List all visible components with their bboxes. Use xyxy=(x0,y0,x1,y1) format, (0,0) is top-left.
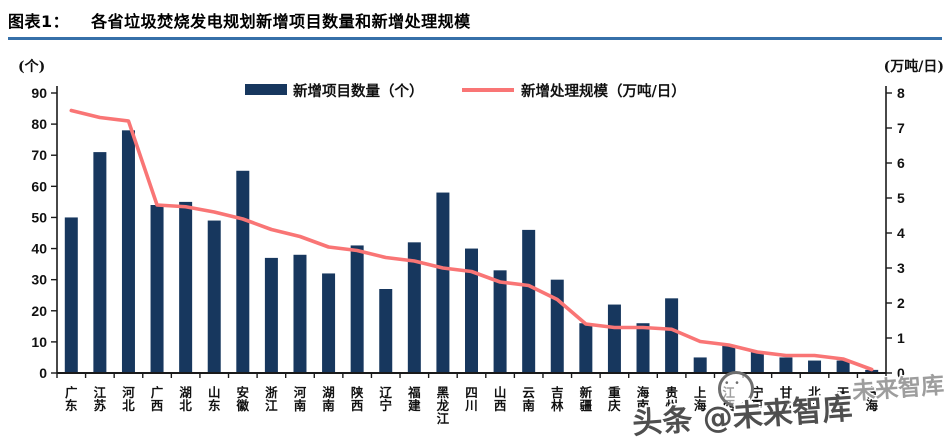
x-category-label: 浙江 xyxy=(265,385,278,413)
bar xyxy=(407,242,421,373)
x-category-label: 山西 xyxy=(494,385,507,413)
bar xyxy=(808,360,822,373)
left-tick-label: 80 xyxy=(31,116,47,132)
x-category-label: 天津 xyxy=(837,385,850,413)
x-category-label: 四川 xyxy=(464,385,478,413)
left-tick-label: 90 xyxy=(31,85,47,101)
x-category-label: 贵州 xyxy=(664,385,678,413)
x-category-label: 云南 xyxy=(522,385,535,413)
left-tick-label: 0 xyxy=(39,365,47,381)
bar xyxy=(522,229,536,373)
bar xyxy=(607,304,621,373)
chart-legend: 新增项目数量（个） 新增处理规模（万吨/日） xyxy=(245,82,686,100)
legend-bar-swatch xyxy=(245,84,287,95)
figure-header: 图表1： 各省垃圾焚烧发电规划新增项目数量和新增处理规模 xyxy=(8,8,942,40)
bar xyxy=(750,351,764,373)
legend-bar-label: 新增项目数量（个） xyxy=(293,82,424,100)
right-tick-label: 0 xyxy=(897,365,905,381)
bar xyxy=(550,279,564,373)
line-path xyxy=(69,108,874,372)
title-underline xyxy=(8,37,942,40)
left-tick-label: 50 xyxy=(31,209,47,225)
left-axis-ticks: 0 10 20 30 40 50 60 70 80 90 xyxy=(31,85,57,381)
bar-series xyxy=(64,130,879,373)
line-series xyxy=(69,108,874,372)
left-tick-label: 10 xyxy=(31,334,47,350)
x-category-label: 江西 xyxy=(723,385,736,413)
bar xyxy=(779,357,793,373)
bar xyxy=(322,273,336,373)
x-category-label: 湖北 xyxy=(179,385,192,413)
bar xyxy=(379,289,393,373)
figure-title-line: 图表1： 各省垃圾焚烧发电规划新增项目数量和新增处理规模 xyxy=(8,8,942,32)
x-category-label: 黑龙江 xyxy=(436,385,450,426)
bar xyxy=(293,254,307,373)
x-category-label: 广东 xyxy=(65,385,78,413)
x-category-label: 吉林 xyxy=(551,385,564,413)
x-category-label: 山东 xyxy=(208,385,221,413)
legend-line-label: 新增处理规模（万吨/日） xyxy=(521,82,686,100)
bar xyxy=(236,170,250,373)
right-tick-label: 1 xyxy=(897,330,905,346)
bar xyxy=(64,217,78,373)
x-category-label: 安徽 xyxy=(236,385,250,413)
left-tick-label: 70 xyxy=(31,147,47,163)
bar xyxy=(836,360,850,373)
bar xyxy=(264,257,278,373)
x-category-label: 海南 xyxy=(637,385,650,413)
bar xyxy=(693,357,707,373)
x-category-label: 上海 xyxy=(694,385,707,413)
right-axis-ticks: 0 1 2 3 4 5 6 7 8 xyxy=(886,85,905,381)
bar xyxy=(207,220,221,373)
bar xyxy=(465,248,478,373)
x-category-label: 宁夏 xyxy=(750,385,764,413)
x-category-label: 北京 xyxy=(808,385,821,413)
bar xyxy=(350,245,364,373)
x-category-label: 江苏 xyxy=(94,385,107,413)
bar xyxy=(493,270,507,373)
bar xyxy=(179,201,193,373)
right-tick-label: 4 xyxy=(897,225,905,241)
bar xyxy=(436,192,450,373)
x-category-label: 河北 xyxy=(122,385,135,413)
right-tick-label: 6 xyxy=(897,155,905,171)
right-tick-label: 7 xyxy=(897,120,905,136)
figure-title: 各省垃圾焚烧发电规划新增项目数量和新增处理规模 xyxy=(91,12,471,31)
bar xyxy=(865,369,879,373)
bar xyxy=(150,205,164,373)
x-category-label: 重庆 xyxy=(607,385,621,413)
x-category-label: 甘肃 xyxy=(780,385,793,413)
x-category-label: 广西 xyxy=(151,385,164,413)
x-category-label: 河南 xyxy=(294,385,307,413)
x-category-label: 福建 xyxy=(407,385,421,413)
figure-number-label: 图表1： xyxy=(8,12,70,31)
x-category-label: 辽宁 xyxy=(379,385,392,413)
bar xyxy=(121,130,135,373)
left-tick-label: 30 xyxy=(31,272,47,288)
right-tick-label: 2 xyxy=(897,295,905,311)
left-tick-label: 20 xyxy=(31,303,47,319)
right-tick-label: 5 xyxy=(897,190,905,206)
left-tick-label: 60 xyxy=(31,178,47,194)
bar xyxy=(93,152,107,373)
x-category-label: 青海 xyxy=(865,385,878,413)
x-category-label: 新疆 xyxy=(580,385,593,413)
right-tick-label: 8 xyxy=(897,85,905,101)
right-axis-unit: (万吨/日) xyxy=(884,58,944,75)
right-tick-label: 3 xyxy=(897,260,905,276)
bar xyxy=(665,298,679,373)
bar xyxy=(579,323,593,373)
bar xyxy=(722,345,736,373)
bar xyxy=(636,323,650,373)
left-axis-unit: (个) xyxy=(18,58,45,75)
x-category-label: 陕西 xyxy=(351,385,364,413)
left-tick-label: 40 xyxy=(31,241,47,257)
x-category-label: 湖南 xyxy=(322,385,335,413)
